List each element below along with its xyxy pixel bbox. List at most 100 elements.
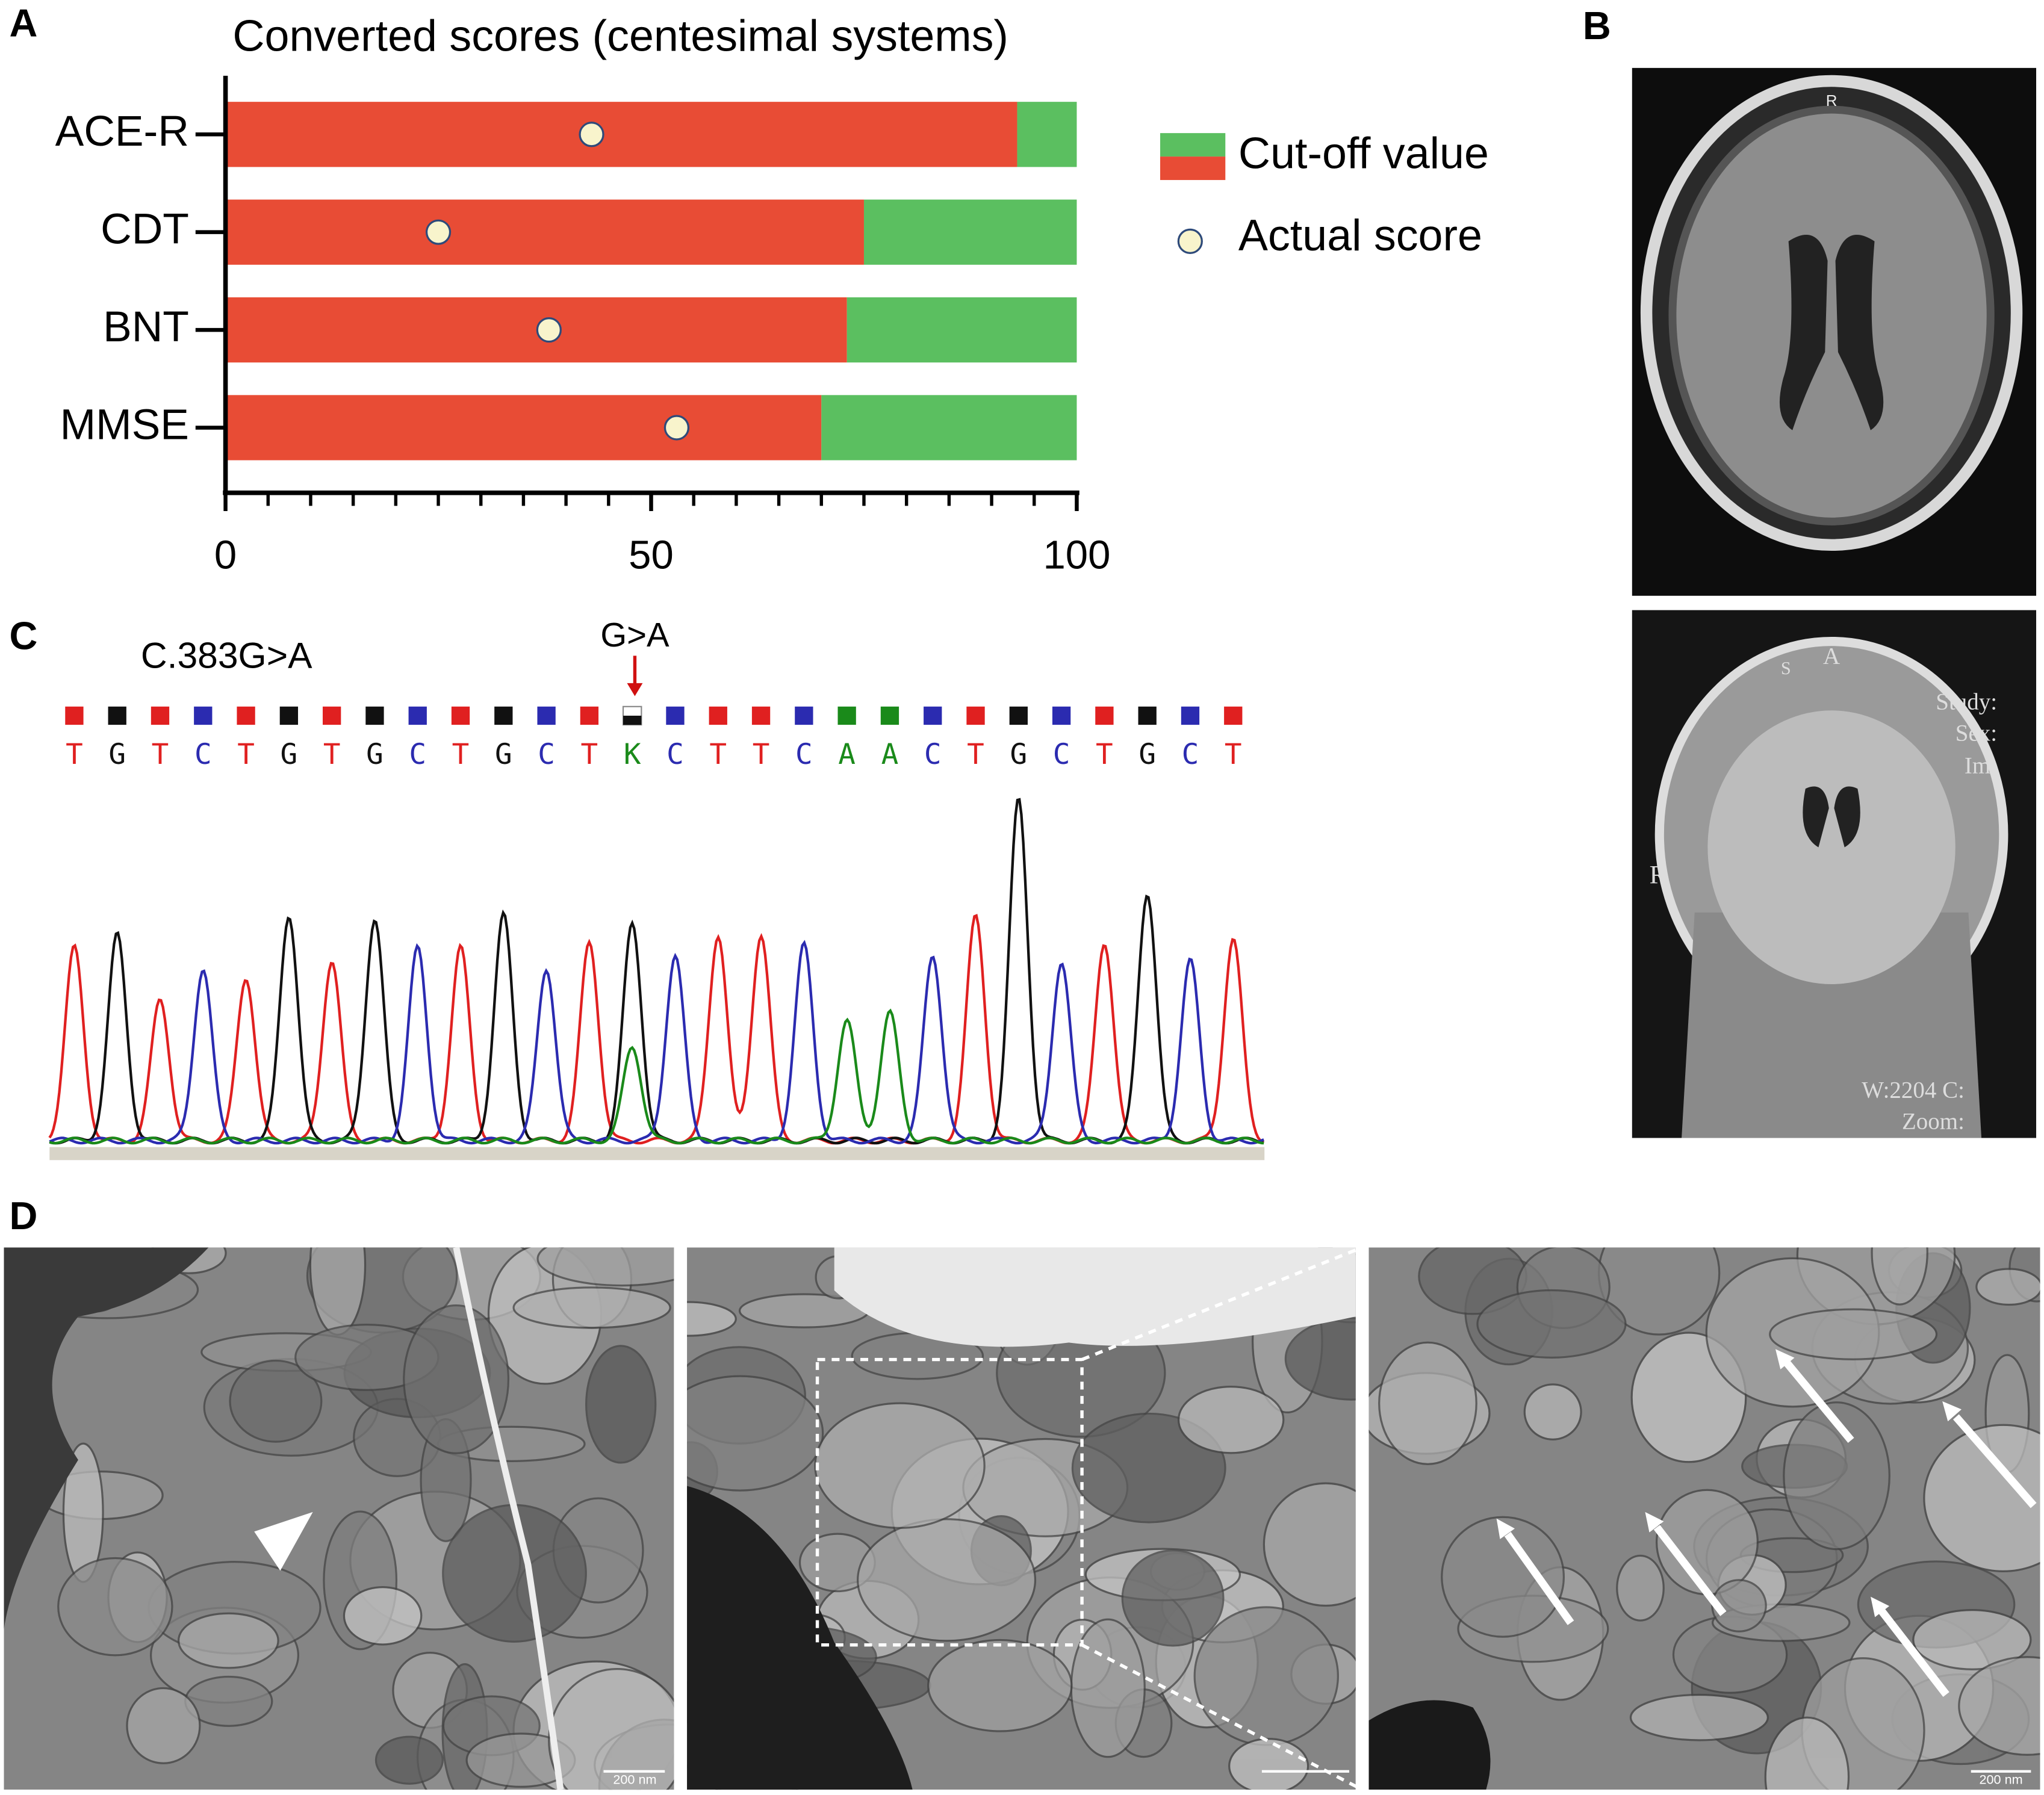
pointer-arrow [1504, 1531, 1574, 1625]
em-image [4, 1247, 674, 1790]
base-letter: G [1010, 738, 1027, 771]
base-letter: T [323, 738, 341, 771]
em-organelle [126, 1687, 201, 1764]
actual-score-dot [579, 122, 604, 147]
base-box [1181, 706, 1200, 725]
bar-segment [225, 297, 847, 363]
base-letter: T [1096, 738, 1113, 771]
legend-swatch [1160, 157, 1226, 181]
pointer-arrowhead [1496, 1518, 1515, 1539]
base-box [751, 706, 771, 725]
bar-segment [846, 297, 1077, 363]
em-organelle [1764, 1716, 1850, 1790]
legend-swatch [1160, 133, 1226, 157]
base-letter: C [1053, 738, 1070, 771]
actual-score-dot [425, 219, 452, 245]
em-organelle [309, 1247, 367, 1336]
base-box [237, 706, 255, 725]
base-letter: T [581, 738, 598, 771]
legend-marker [1177, 228, 1203, 254]
x-tick-label: 0 [214, 533, 237, 578]
em-organelle [1193, 1606, 1339, 1746]
mri-label: Im: [1965, 753, 1997, 779]
chart-title: Converted scores (centesimal systems) [232, 11, 1008, 61]
scale-label: 200 nm [613, 1772, 656, 1787]
pointer-arrow [1653, 1525, 1727, 1616]
em-organelle [343, 1586, 423, 1646]
base-box [1224, 706, 1243, 725]
mri-label: Sex: [1955, 720, 1997, 746]
base-box [1009, 706, 1028, 725]
em-organelle [548, 1668, 674, 1790]
base-letter: G [1138, 738, 1156, 771]
em-organelle [374, 1735, 444, 1785]
base-box [1095, 706, 1114, 725]
zoom-line [1081, 1643, 1363, 1791]
base-letter: G [108, 738, 126, 771]
variant-label: C.383G>A [141, 635, 312, 676]
base-letter: C [666, 738, 684, 771]
em-organelle [1177, 1385, 1285, 1454]
em-organelle [1975, 1268, 2040, 1306]
ventricle [1803, 786, 1860, 848]
panel-label: A [10, 1, 38, 45]
base-letter: T [66, 738, 83, 771]
bright-region [834, 1247, 1356, 1347]
em-organelle [536, 1247, 674, 1287]
y-tick-label: ACE-R [55, 107, 189, 155]
em-organelle [1441, 1516, 1565, 1638]
bar-segment [863, 199, 1077, 265]
base-box [795, 706, 813, 725]
base-letter: C [194, 738, 212, 771]
base-box [408, 706, 427, 725]
mri-label: W:2204 C: [1862, 1077, 1965, 1103]
base-box [966, 706, 985, 725]
pointer-arrowhead [1645, 1511, 1664, 1533]
base-letter: T [452, 738, 470, 771]
em-organelle [857, 1518, 1037, 1642]
base-box [108, 706, 126, 725]
base-letter: C [795, 738, 813, 771]
em-organelle [1923, 1424, 2040, 1573]
bar-segment [1017, 102, 1077, 167]
base-letter: G [281, 738, 298, 771]
base-letter: T [967, 738, 984, 771]
em-organelle [512, 1286, 671, 1329]
x-tick-label: 100 [1043, 533, 1110, 578]
bar-segment [821, 395, 1077, 460]
legend-label: Cut-off value [1238, 128, 1489, 178]
base-letter: A [838, 738, 856, 771]
em-organelle [1284, 1317, 1356, 1401]
y-tick-label: MMSE [60, 400, 189, 448]
pointer-arrowhead [1942, 1401, 1962, 1422]
marker-label: G>A [600, 616, 669, 654]
em-organelle [1783, 1401, 1890, 1551]
em-organelle [687, 1375, 824, 1492]
base-box [837, 706, 856, 725]
em-organelle [1228, 1738, 1309, 1790]
chromatogram-baseline [49, 1147, 1265, 1161]
legend-label: Actual score [1238, 210, 1482, 260]
em-organelle [1263, 1482, 1356, 1607]
zoom-line [1081, 1245, 1363, 1362]
em-organelle [442, 1504, 587, 1643]
em-organelle [1629, 1693, 1769, 1741]
base-letter: C [538, 738, 555, 771]
em-organelle [403, 1304, 510, 1454]
em-organelle [1616, 1554, 1665, 1622]
em-organelle [1871, 1247, 1928, 1306]
marker-arrowhead [627, 683, 643, 696]
zoom-box [815, 1357, 1084, 1647]
em-organelle [927, 1638, 1073, 1732]
chromatogram-trace [49, 940, 1264, 1145]
em-organelle [1071, 1412, 1226, 1524]
em-organelle [1523, 1383, 1582, 1440]
bar-segment [225, 199, 864, 265]
base-box [323, 706, 341, 725]
neck [1682, 912, 1982, 1138]
actual-score-dot [536, 317, 562, 343]
base-letter: K [624, 738, 641, 771]
em-organelle [1711, 1579, 1767, 1632]
